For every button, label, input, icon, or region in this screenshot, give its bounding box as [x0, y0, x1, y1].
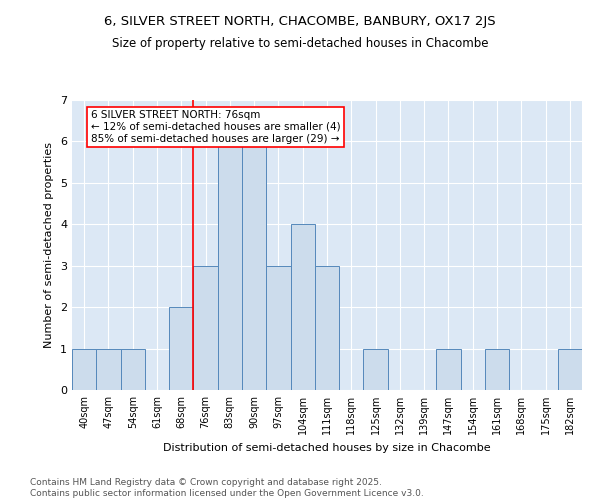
Bar	[558, 348, 582, 390]
Text: 6 SILVER STREET NORTH: 76sqm
← 12% of semi-detached houses are smaller (4)
85% o: 6 SILVER STREET NORTH: 76sqm ← 12% of se…	[91, 110, 340, 144]
Text: Contains HM Land Registry data © Crown copyright and database right 2025.
Contai: Contains HM Land Registry data © Crown c…	[30, 478, 424, 498]
Bar	[242, 142, 266, 390]
Bar	[364, 348, 388, 390]
Bar	[169, 307, 193, 390]
Bar	[485, 348, 509, 390]
Bar	[266, 266, 290, 390]
Bar	[96, 348, 121, 390]
Bar	[72, 348, 96, 390]
Bar	[290, 224, 315, 390]
Bar	[121, 348, 145, 390]
Bar	[193, 266, 218, 390]
X-axis label: Distribution of semi-detached houses by size in Chacombe: Distribution of semi-detached houses by …	[163, 442, 491, 452]
Text: Size of property relative to semi-detached houses in Chacombe: Size of property relative to semi-detach…	[112, 38, 488, 51]
Text: 6, SILVER STREET NORTH, CHACOMBE, BANBURY, OX17 2JS: 6, SILVER STREET NORTH, CHACOMBE, BANBUR…	[104, 15, 496, 28]
Bar	[218, 142, 242, 390]
Y-axis label: Number of semi-detached properties: Number of semi-detached properties	[44, 142, 55, 348]
Bar	[436, 348, 461, 390]
Bar	[315, 266, 339, 390]
